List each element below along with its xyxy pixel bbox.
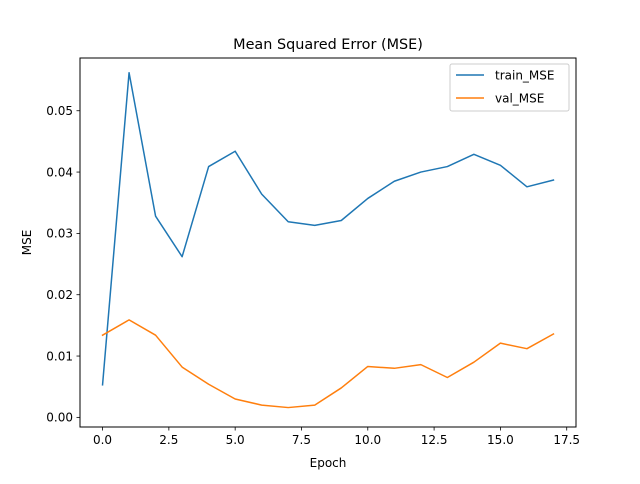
legend-label-val-mse: val_MSE bbox=[495, 92, 544, 106]
x-tick-label: 2.5 bbox=[159, 433, 178, 447]
x-tick-label: 15.0 bbox=[487, 433, 514, 447]
y-tick-label: 0.05 bbox=[46, 104, 73, 118]
series-line-val-mse bbox=[101, 319, 555, 409]
x-tick-label: 0.0 bbox=[93, 433, 112, 447]
x-axis-label: Epoch bbox=[310, 456, 347, 470]
y-tick-label: 0.03 bbox=[46, 227, 73, 241]
x-tick-label: 17.5 bbox=[553, 433, 580, 447]
plot-series bbox=[101, 71, 555, 409]
y-axis-label: MSE bbox=[20, 230, 34, 256]
x-tick-label: 5.0 bbox=[226, 433, 245, 447]
plot-area-frame bbox=[79, 57, 577, 428]
y-tick-label: 0.02 bbox=[46, 288, 73, 302]
series-line-train-mse bbox=[101, 71, 555, 386]
y-tick-label: 0.01 bbox=[46, 349, 73, 363]
x-tick-label: 10.0 bbox=[354, 433, 381, 447]
legend: train_MSE val_MSE bbox=[449, 63, 570, 112]
y-tick-label: 0.04 bbox=[46, 165, 73, 179]
x-tick-label: 12.5 bbox=[421, 433, 448, 447]
chart-title: Mean Squared Error (MSE) bbox=[233, 37, 423, 53]
x-tick-label: 7.5 bbox=[292, 433, 311, 447]
legend-label-train-mse: train_MSE bbox=[495, 69, 554, 83]
y-tick-label: 0.00 bbox=[46, 411, 73, 425]
axis-ticks: 0.0 2.5 5.0 7.5 10.0 12.5 15.0 17.5 0.00 0.01 0.02… bbox=[46, 104, 580, 447]
